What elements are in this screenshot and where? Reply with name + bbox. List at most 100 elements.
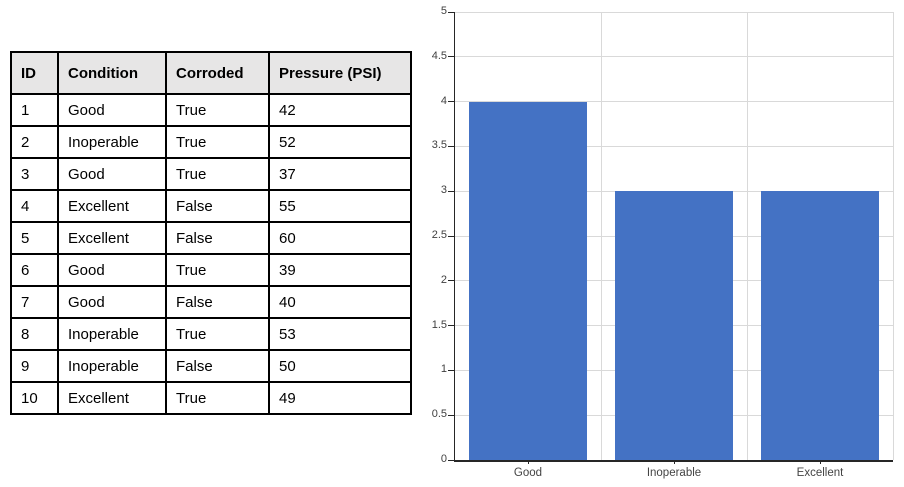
y-axis-label: 0	[440, 453, 447, 465]
table-row: 5 Excellent False 60	[10, 221, 412, 255]
table-row: 9 Inoperable False 50	[10, 349, 412, 383]
table-cell: 42	[268, 93, 412, 127]
table-cell: 5	[10, 221, 59, 255]
table-cell: 39	[268, 253, 412, 287]
table-cell: Excellent	[57, 189, 167, 223]
x-axis-tick	[527, 460, 529, 464]
table-cell: True	[165, 125, 270, 159]
y-gridline	[455, 145, 893, 147]
table-row: 3 Good True 37	[10, 157, 412, 191]
x-gridline	[746, 12, 748, 460]
y-axis-label: 2.5	[431, 229, 447, 241]
table-cell: 4	[10, 189, 59, 223]
bar-chart: 0 0.5 1 1.5 2 2.5 3 3.5 4 4.5 5 Good Inoperable Excel…	[420, 0, 904, 487]
y-axis-label: 0.5	[431, 408, 447, 421]
y-axis-tick	[448, 280, 454, 282]
x-gridline	[600, 12, 602, 460]
table-cell: 2	[10, 125, 59, 159]
y-axis-tick	[448, 459, 454, 461]
y-gridline	[455, 56, 893, 58]
column-header: ID	[10, 51, 59, 95]
table-row: 7 Good False 40	[10, 285, 412, 319]
table-row: 2 Inoperable True 52	[10, 125, 412, 159]
table-header-row: ID Condition Corroded Pressure (PSI)	[10, 51, 412, 95]
column-header: Corroded	[165, 51, 270, 95]
table-cell: 53	[268, 317, 412, 351]
y-gridline	[455, 101, 893, 103]
table-cell: Good	[57, 157, 167, 191]
y-axis-label: 2	[440, 273, 447, 286]
y-axis-label: 5	[440, 5, 447, 17]
y-axis-tick	[448, 101, 454, 103]
y-axis-tick	[448, 325, 454, 327]
x-axis-tick	[673, 460, 675, 464]
table-cell: 49	[268, 381, 412, 415]
y-axis-tick	[448, 11, 454, 13]
table-cell: True	[165, 253, 270, 287]
y-axis-label: 4	[440, 94, 447, 107]
table-row: 4 Excellent False 55	[10, 189, 412, 223]
table-row: 6 Good True 39	[10, 253, 412, 287]
table-cell: Good	[57, 285, 167, 319]
y-axis-tick	[448, 414, 454, 416]
table-cell: Inoperable	[57, 349, 167, 383]
y-axis-label: 1	[440, 363, 447, 376]
table-cell: Inoperable	[57, 317, 167, 351]
column-header: Condition	[57, 51, 167, 95]
y-axis-label: 3.5	[431, 139, 447, 152]
bar-good	[469, 101, 587, 460]
table-row: 10 Excellent True 49	[10, 381, 412, 415]
y-axis-tick	[448, 190, 454, 192]
table-cell: 3	[10, 157, 59, 191]
table-cell: 40	[268, 285, 412, 319]
x-axis-line	[453, 460, 893, 462]
table-cell: 9	[10, 349, 59, 383]
data-table: ID Condition Corroded Pressure (PSI) 1 Good T…	[10, 51, 412, 415]
table-cell: False	[165, 349, 270, 383]
y-axis-tick	[448, 145, 454, 147]
y-gridline	[455, 190, 893, 192]
y-axis-label: 4.5	[431, 49, 447, 62]
table-cell: 8	[10, 317, 59, 351]
table-cell: Excellent	[57, 381, 167, 415]
y-axis-tick	[448, 369, 454, 371]
y-axis-line	[453, 12, 455, 461]
table-cell: 52	[268, 125, 412, 159]
x-axis-label: Good	[513, 467, 543, 479]
table-cell: Excellent	[57, 221, 167, 255]
table-row: 8 Inoperable True 53	[10, 317, 412, 351]
chart-plot-area: 0 0.5 1 1.5 2 2.5 3 3.5 4 4.5 5 Good Inoperable Excel…	[432, 5, 894, 479]
table-cell: 50	[268, 349, 412, 383]
bar-inoperable	[615, 191, 733, 460]
table-cell: False	[165, 221, 270, 255]
y-axis-tick	[448, 235, 454, 237]
table-cell: 37	[268, 157, 412, 191]
y-axis-label: 3	[440, 184, 447, 197]
x-axis-tick	[819, 460, 821, 464]
table-cell: 7	[10, 285, 59, 319]
table-cell: 10	[10, 381, 59, 415]
table-cell: True	[165, 381, 270, 415]
x-axis-label: Excellent	[796, 467, 844, 479]
table-cell: 6	[10, 253, 59, 287]
x-axis-label: Inoperable	[646, 467, 702, 479]
table-cell: Good	[57, 93, 167, 127]
table-cell: False	[165, 189, 270, 223]
column-header: Pressure (PSI)	[268, 51, 412, 95]
table-cell: Good	[57, 253, 167, 287]
table-cell: 1	[10, 93, 59, 127]
table-cell: True	[165, 93, 270, 127]
table-cell: 55	[268, 189, 412, 223]
table-row: 1 Good True 42	[10, 93, 412, 127]
x-gridline	[892, 12, 894, 460]
table-cell: True	[165, 157, 270, 191]
y-gridline	[455, 11, 893, 13]
table-cell: 60	[268, 221, 412, 255]
table-cell: False	[165, 285, 270, 319]
y-axis-tick	[448, 56, 454, 58]
table-body: 1 Good True 42 2 Inoperable True 52 3 Good True 37 4…	[10, 93, 412, 415]
table-cell: Inoperable	[57, 125, 167, 159]
bar-excellent	[761, 191, 879, 460]
table-cell: True	[165, 317, 270, 351]
y-axis-label: 1.5	[431, 318, 447, 331]
